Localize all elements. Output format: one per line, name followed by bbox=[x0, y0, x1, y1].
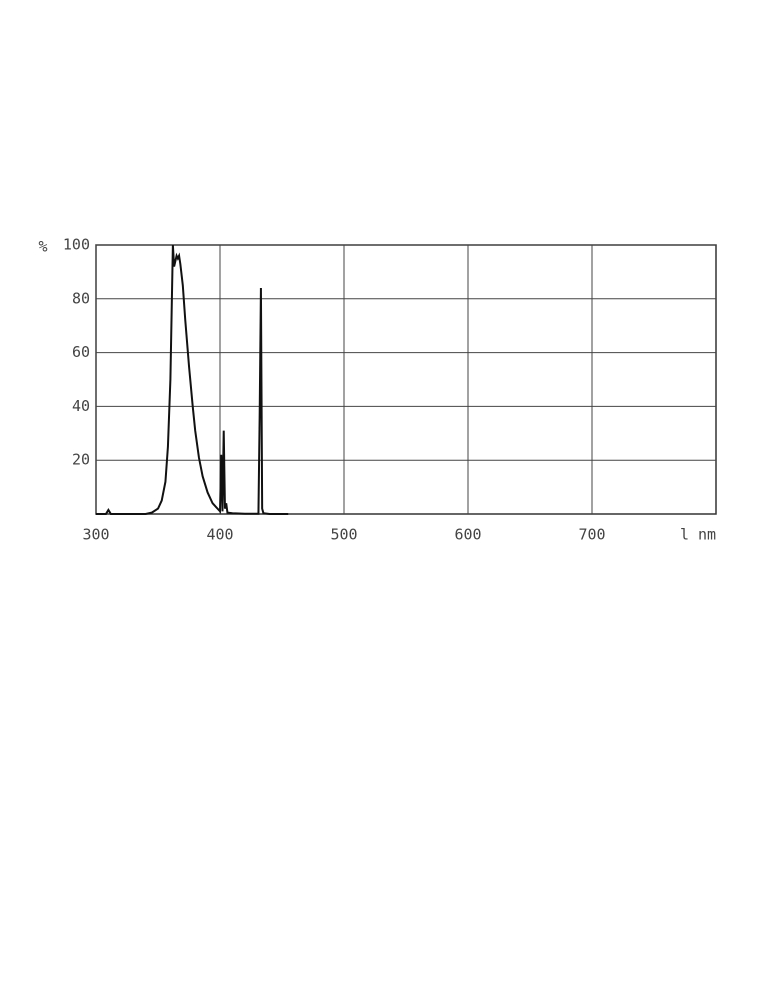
x-tick-label: 300 bbox=[82, 526, 109, 544]
y-tick-label: 100 bbox=[63, 236, 90, 254]
spectrum-line bbox=[96, 244, 289, 515]
y-axis-label: % bbox=[38, 238, 47, 256]
y-tick-label: 40 bbox=[72, 397, 90, 415]
x-tick-label: 600 bbox=[454, 526, 481, 544]
y-tick-label: 60 bbox=[72, 343, 90, 361]
y-tick-label: 80 bbox=[72, 289, 90, 307]
x-tick-label: 700 bbox=[578, 526, 605, 544]
x-axis-label: l nm bbox=[680, 526, 716, 544]
x-tick-label: 500 bbox=[330, 526, 357, 544]
x-tick-label: 400 bbox=[206, 526, 233, 544]
plot-frame bbox=[95, 244, 717, 515]
y-tick-label: 20 bbox=[72, 451, 90, 469]
